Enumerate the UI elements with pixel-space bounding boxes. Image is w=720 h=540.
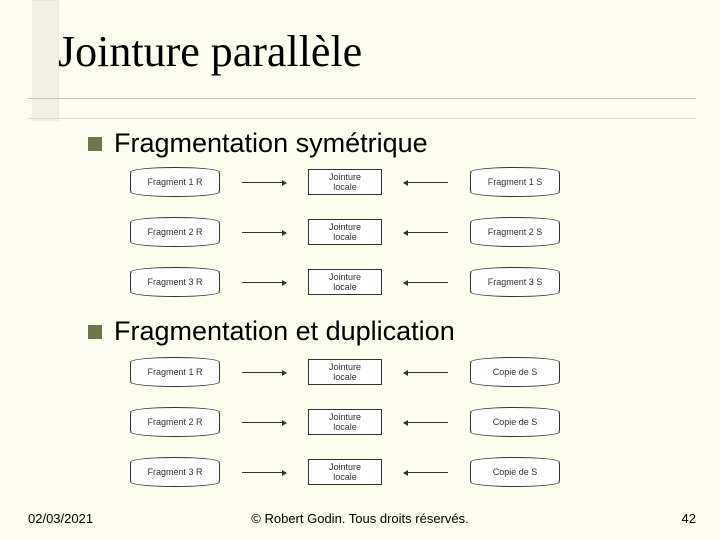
bullet-1: Fragmentation symétrique [88,128,428,159]
arrow-right-icon [242,232,286,233]
fragment-label: Copie de S [470,463,560,481]
diagram-duplication: Fragment 1 R Jointurelocale Copie de S F… [130,352,560,502]
arrow-left-icon [404,372,448,373]
join-box: Jointurelocale [308,359,382,385]
arrow-right-icon [242,472,286,473]
diagram-symmetric: Fragment 1 R Jointurelocale Fragment 1 S… [130,162,560,312]
join-label: Jointurelocale [329,462,361,482]
fragment-label: Fragment 2 R [130,223,220,241]
bullet-square-icon [88,137,102,151]
fragment-right: Fragment 1 S [470,167,560,197]
fragment-label: Fragment 3 R [130,463,220,481]
footer-copyright: © Robert Godin. Tous droits réservés. [0,511,720,526]
fragment-left: Fragment 2 R [130,407,220,437]
arrow-right-icon [242,282,286,283]
fragment-label: Fragment 3 R [130,273,220,291]
join-label: Jointurelocale [329,272,361,292]
diagram-row: Fragment 3 R Jointurelocale Fragment 3 S [130,262,560,302]
slide: Jointure parallèle Fragmentation symétri… [0,0,720,540]
bullet-2: Fragmentation et duplication [88,316,455,347]
arrow-left-icon [404,282,448,283]
title-rule-2 [28,118,696,119]
diagram-row: Fragment 2 R Jointurelocale Fragment 2 S [130,212,560,252]
fragment-label: Fragment 1 S [470,173,560,191]
fragment-right: Fragment 2 S [470,217,560,247]
join-label: Jointurelocale [329,412,361,432]
join-box: Jointurelocale [308,409,382,435]
join-box: Jointurelocale [308,459,382,485]
bullet-2-text: Fragmentation et duplication [114,316,455,347]
fragment-label: Copie de S [470,363,560,381]
diagram-row: Fragment 1 R Jointurelocale Copie de S [130,352,560,392]
fragment-label: Fragment 2 R [130,413,220,431]
fragment-label: Fragment 2 S [470,223,560,241]
arrow-left-icon [404,182,448,183]
arrow-right-icon [242,372,286,373]
fragment-left: Fragment 3 R [130,267,220,297]
fragment-left: Fragment 3 R [130,457,220,487]
fragment-right: Copie de S [470,357,560,387]
diagram-row: Fragment 1 R Jointurelocale Fragment 1 S [130,162,560,202]
fragment-label: Fragment 3 S [470,273,560,291]
footer-page-number: 42 [682,511,696,526]
fragment-left: Fragment 1 R [130,167,220,197]
fragment-right: Copie de S [470,457,560,487]
arrow-right-icon [242,422,286,423]
bullet-1-text: Fragmentation symétrique [114,128,428,159]
fragment-label: Fragment 1 R [130,173,220,191]
arrow-left-icon [404,422,448,423]
arrow-left-icon [404,472,448,473]
fragment-label: Copie de S [470,413,560,431]
join-label: Jointurelocale [329,172,361,192]
arrow-right-icon [242,182,286,183]
fragment-left: Fragment 1 R [130,357,220,387]
join-box: Jointurelocale [308,219,382,245]
join-box: Jointurelocale [308,269,382,295]
title-rule-1 [28,98,696,99]
arrow-left-icon [404,232,448,233]
diagram-row: Fragment 3 R Jointurelocale Copie de S [130,452,560,492]
join-box: Jointurelocale [308,169,382,195]
fragment-label: Fragment 1 R [130,363,220,381]
bullet-square-icon [88,325,102,339]
side-accent-block [32,0,59,121]
join-label: Jointurelocale [329,222,361,242]
fragment-right: Copie de S [470,407,560,437]
fragment-right: Fragment 3 S [470,267,560,297]
fragment-left: Fragment 2 R [130,217,220,247]
join-label: Jointurelocale [329,362,361,382]
diagram-row: Fragment 2 R Jointurelocale Copie de S [130,402,560,442]
slide-title: Jointure parallèle [58,26,362,77]
